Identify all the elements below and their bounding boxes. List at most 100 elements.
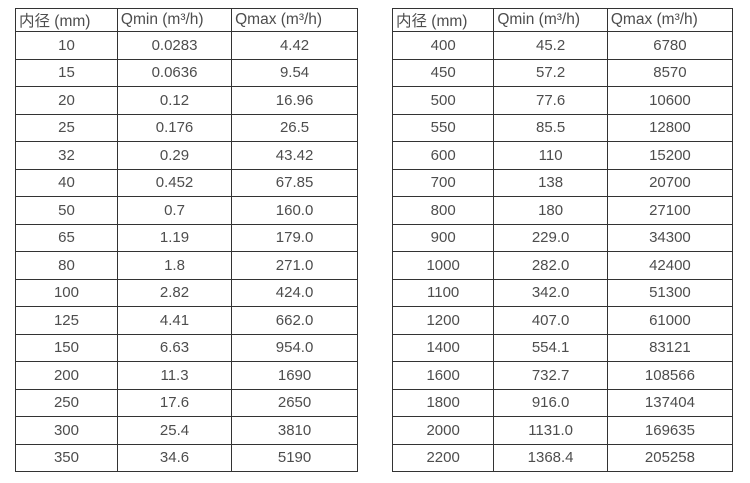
table-cell: 954.0 [231, 333, 358, 362]
table-cell: 450 [391, 58, 495, 87]
table-cell: 125 [15, 306, 118, 335]
table-cell: 20 [15, 86, 118, 115]
table-cell: 205258 [606, 443, 734, 472]
table-body: 10 0.0283 4.42 15 0.0636 9.54 20 0.12 16.96 25 0.1… [15, 31, 358, 472]
table-cell: 57.2 [493, 58, 608, 87]
table-cell: 6.63 [116, 333, 233, 362]
table-cell: 15 [15, 58, 118, 87]
table-cell: 1131.0 [493, 416, 608, 445]
table-cell: 40 [15, 168, 118, 197]
table-row: 40 0.452 67.85 [15, 168, 358, 197]
col-header-diameter: 内径 (mm) [15, 8, 118, 32]
table-cell: 550 [391, 113, 495, 142]
table-cell: 2.82 [116, 278, 233, 307]
table-row: 1400 554.1 83121 [391, 333, 734, 362]
table-cell: 1800 [391, 388, 495, 417]
table-cell: 0.176 [116, 113, 233, 142]
table-cell: 342.0 [493, 278, 608, 307]
table-cell: 4.41 [116, 306, 233, 335]
table-cell: 900 [391, 223, 495, 252]
table-cell: 0.7 [116, 196, 233, 225]
table-cell: 8570 [606, 58, 734, 87]
table-cell: 110 [493, 141, 608, 170]
table-cell: 1368.4 [493, 443, 608, 472]
table-cell: 500 [391, 86, 495, 115]
table-cell: 20700 [606, 168, 734, 197]
table-cell: 9.54 [231, 58, 358, 87]
table-row: 400 45.2 6780 [391, 31, 734, 60]
table-cell: 180 [493, 196, 608, 225]
header-row: 内径 (mm) Qmin (m³/h) Qmax (m³/h) [15, 8, 358, 32]
table-row: 1800 916.0 137404 [391, 388, 734, 417]
table-cell: 108566 [606, 361, 734, 390]
table-cell: 34.6 [116, 443, 233, 472]
table-row: 600 110 15200 [391, 141, 734, 170]
col-header-qmin: Qmin (m³/h) [493, 8, 608, 32]
table-cell: 169635 [606, 416, 734, 445]
table-row: 65 1.19 179.0 [15, 223, 358, 252]
table-cell: 85.5 [493, 113, 608, 142]
table-cell: 1400 [391, 333, 495, 362]
table-row: 300 25.4 3810 [15, 416, 358, 445]
table-cell: 0.0636 [116, 58, 233, 87]
table-cell: 100 [15, 278, 118, 307]
table-row: 1600 732.7 108566 [391, 361, 734, 390]
col-header-qmin: Qmin (m³/h) [116, 8, 233, 32]
table-cell: 2200 [391, 443, 495, 472]
flow-table-small-diameters: 内径 (mm) Qmin (m³/h) Qmax (m³/h) 10 0.0283… [15, 8, 358, 472]
table-cell: 65 [15, 223, 118, 252]
table-cell: 11.3 [116, 361, 233, 390]
table-row: 10 0.0283 4.42 [15, 31, 358, 60]
table-cell: 10 [15, 31, 118, 60]
table-cell: 0.12 [116, 86, 233, 115]
table-row: 150 6.63 954.0 [15, 333, 358, 362]
table-row: 20 0.12 16.96 [15, 86, 358, 115]
table-cell: 229.0 [493, 223, 608, 252]
table-cell: 26.5 [231, 113, 358, 142]
table-row: 25 0.176 26.5 [15, 113, 358, 142]
table-cell: 0.29 [116, 141, 233, 170]
table-cell: 10600 [606, 86, 734, 115]
table-row: 2200 1368.4 205258 [391, 443, 734, 472]
table-row: 550 85.5 12800 [391, 113, 734, 142]
table-cell: 32 [15, 141, 118, 170]
table-body: 400 45.2 6780 450 57.2 8570 500 77.6 10600 550 85.… [391, 31, 734, 472]
table-row: 125 4.41 662.0 [15, 306, 358, 335]
table-row: 500 77.6 10600 [391, 86, 734, 115]
table-cell: 77.6 [493, 86, 608, 115]
table-row: 1000 282.0 42400 [391, 251, 734, 280]
table-cell: 0.452 [116, 168, 233, 197]
table-cell: 179.0 [231, 223, 358, 252]
table-row: 700 138 20700 [391, 168, 734, 197]
table-cell: 43.42 [231, 141, 358, 170]
table-cell: 42400 [606, 251, 734, 280]
table-cell: 4.42 [231, 31, 358, 60]
table-cell: 662.0 [231, 306, 358, 335]
table-row: 800 180 27100 [391, 196, 734, 225]
table-row: 50 0.7 160.0 [15, 196, 358, 225]
table-cell: 407.0 [493, 306, 608, 335]
col-header-qmax: Qmax (m³/h) [231, 8, 358, 32]
table-cell: 1690 [231, 361, 358, 390]
table-cell: 1.19 [116, 223, 233, 252]
table-cell: 3810 [231, 416, 358, 445]
table-row: 350 34.6 5190 [15, 443, 358, 472]
table-row: 450 57.2 8570 [391, 58, 734, 87]
table-row: 1200 407.0 61000 [391, 306, 734, 335]
table-cell: 16.96 [231, 86, 358, 115]
table-cell: 250 [15, 388, 118, 417]
table-row: 200 11.3 1690 [15, 361, 358, 390]
table-cell: 137404 [606, 388, 734, 417]
table-row: 15 0.0636 9.54 [15, 58, 358, 87]
table-cell: 1100 [391, 278, 495, 307]
table-cell: 732.7 [493, 361, 608, 390]
table-cell: 15200 [606, 141, 734, 170]
table-cell: 17.6 [116, 388, 233, 417]
table-cell: 83121 [606, 333, 734, 362]
table-row: 250 17.6 2650 [15, 388, 358, 417]
flow-table-large-diameters: 内径 (mm) Qmin (m³/h) Qmax (m³/h) 400 45.2 6… [391, 8, 734, 472]
table-cell: 1600 [391, 361, 495, 390]
table-cell: 200 [15, 361, 118, 390]
table-cell: 67.85 [231, 168, 358, 197]
